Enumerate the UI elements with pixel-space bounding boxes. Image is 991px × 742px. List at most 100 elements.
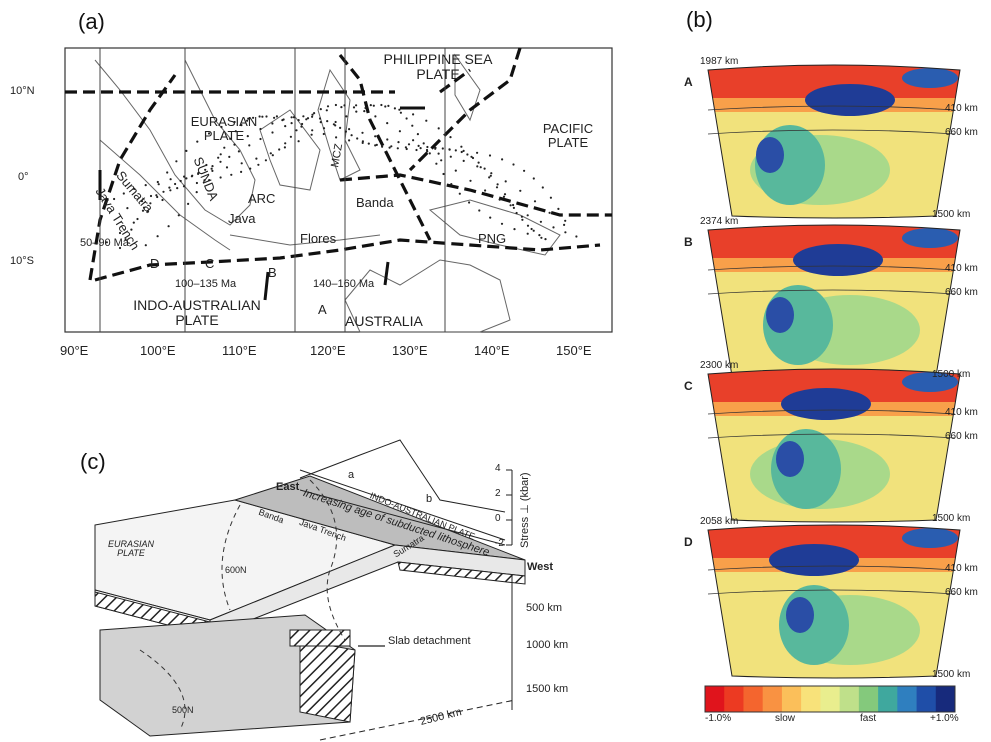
earthquake-dot (136, 218, 138, 220)
age-label: 100–135 Ma (175, 279, 236, 291)
earthquake-dot (271, 131, 273, 133)
stress-tick-label: -2 (495, 539, 504, 550)
earthquake-dot (183, 176, 185, 178)
earthquake-dot (466, 153, 468, 155)
earthquake-dot (476, 152, 478, 154)
plate-label: PACIFIC PLATE (528, 122, 608, 149)
stress-axis-label: Stress ⊥ (kbar) (520, 472, 532, 548)
earthquake-dot (257, 164, 259, 166)
age-label: 140–160 Ma (313, 279, 374, 291)
colorbar-swatch (897, 686, 917, 712)
earthquake-dot (455, 170, 457, 172)
earthquake-dot (320, 121, 322, 123)
colorbar-label: fast (860, 714, 876, 725)
lon-label: 130°E (392, 344, 428, 358)
earthquake-dot (489, 154, 491, 156)
earthquake-dot (544, 238, 546, 240)
lon-label: 120°E (310, 344, 346, 358)
earthquake-dot (211, 165, 213, 167)
earthquake-dot (278, 148, 280, 150)
earthquake-dot (326, 109, 328, 111)
fast-anomaly (902, 528, 958, 548)
fast-anomaly (902, 228, 958, 248)
section-length: 2300 km (700, 361, 738, 372)
stress-tick-label: 0 (495, 514, 501, 525)
earthquake-dot (265, 159, 267, 161)
section-label: A (684, 76, 693, 89)
earthquake-dot (575, 235, 577, 237)
earthquake-dot (291, 116, 293, 118)
earthquake-dot (504, 193, 506, 195)
earthquake-dot (463, 150, 465, 152)
tomography-section (700, 362, 970, 528)
tomography-section (700, 218, 970, 384)
earthquake-dot (489, 217, 491, 219)
depth-label: 410 km (945, 564, 978, 575)
earthquake-dot (255, 158, 257, 160)
earthquake-dot (488, 176, 490, 178)
earthquake-dot (374, 115, 376, 117)
fast-anomaly (781, 388, 871, 420)
earthquake-dot (157, 235, 159, 237)
earthquake-dot (348, 139, 350, 141)
earthquake-dot (490, 172, 492, 174)
depth-label: 410 km (945, 104, 978, 115)
earthquake-dot (412, 139, 414, 141)
earthquake-dot (527, 233, 529, 235)
earthquake-dot (380, 104, 382, 106)
section-length: 1987 km (700, 57, 738, 68)
tomography-section (700, 518, 970, 684)
depth-label: 410 km (945, 264, 978, 275)
depth-label: 660 km (945, 588, 978, 599)
earthquake-dot (370, 104, 372, 106)
earthquake-dot (460, 146, 462, 148)
colorbar-swatch (840, 686, 860, 712)
direction-label: East (276, 482, 299, 494)
depth-label: 660 km (945, 288, 978, 299)
earthquake-dot (425, 120, 427, 122)
earthquake-dot (273, 117, 275, 119)
earthquake-dot (355, 111, 357, 113)
earthquake-dot (241, 162, 243, 164)
earthquake-dot (311, 134, 313, 136)
earthquake-dot (272, 154, 274, 156)
earthquake-dot (552, 226, 554, 228)
earthquake-dot (320, 108, 322, 110)
earthquake-dot (343, 104, 345, 106)
depth-label: 410 km (945, 408, 978, 419)
earthquake-dot (176, 187, 178, 189)
earthquake-dot (311, 129, 313, 131)
earthquake-dot (284, 142, 286, 144)
colorbar-swatch (705, 686, 725, 712)
earthquake-dot (353, 106, 355, 108)
contour-label: 500N (172, 706, 194, 715)
earthquake-dot (480, 166, 482, 168)
earthquake-dot (513, 207, 515, 209)
earthquake-dot (449, 136, 451, 138)
earthquake-dot (374, 144, 376, 146)
colorbar-swatch (743, 686, 763, 712)
profile-point: b (426, 494, 432, 506)
earthquake-dot (126, 207, 128, 209)
colorbar-label: -1.0% (705, 714, 731, 725)
earthquake-dot (512, 163, 514, 165)
earthquake-dot (406, 117, 408, 119)
earthquake-dot (397, 147, 399, 149)
earthquake-dot (459, 193, 461, 195)
earthquake-dot (564, 220, 566, 222)
depth-label: 1500 km (932, 670, 970, 681)
earthquake-dot (248, 144, 250, 146)
earthquake-dot (180, 180, 182, 182)
earthquake-dot (478, 162, 480, 164)
earthquake-dot (364, 107, 366, 109)
earthquake-dot (335, 121, 337, 123)
earthquake-dot (351, 134, 353, 136)
earthquake-dot (484, 189, 486, 191)
earthquake-dot (178, 214, 180, 216)
earthquake-dot (463, 160, 465, 162)
earthquake-dot (468, 201, 470, 203)
earthquake-dot (542, 186, 544, 188)
earthquake-dot (355, 104, 357, 106)
earthquake-dot (534, 200, 536, 202)
panel-label: (c) (80, 450, 106, 473)
